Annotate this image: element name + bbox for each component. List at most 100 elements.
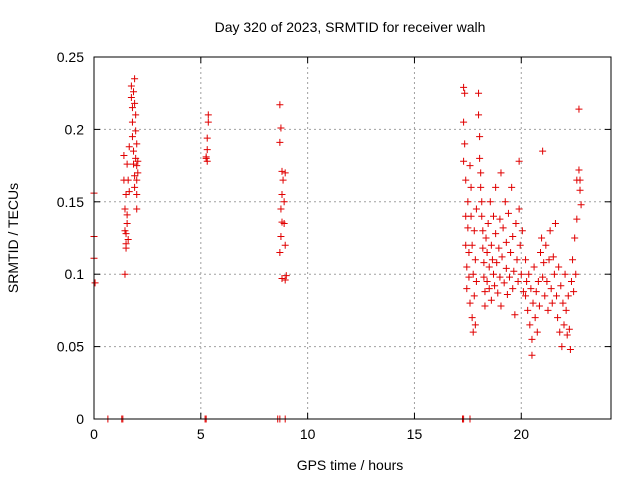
data-point — [502, 264, 510, 272]
data-point — [572, 270, 580, 278]
data-point — [278, 275, 286, 283]
data-point — [123, 160, 131, 168]
data-point — [471, 321, 479, 329]
data-point — [560, 321, 568, 329]
data-point — [538, 234, 546, 242]
data-point — [483, 277, 491, 285]
data-point — [566, 345, 574, 353]
x-tick-label: 0 — [90, 426, 98, 442]
y-tick-label: 0 — [76, 411, 84, 427]
data-point — [479, 227, 487, 235]
data-point — [500, 279, 508, 287]
data-point — [134, 169, 142, 177]
data-point — [471, 256, 479, 264]
grid — [94, 57, 611, 419]
data-point — [487, 296, 495, 304]
data-point — [504, 209, 512, 217]
data-point — [539, 273, 547, 281]
y-tick-label: 0.2 — [65, 121, 85, 137]
data-point — [482, 234, 490, 242]
data-point — [535, 302, 543, 310]
data-point — [203, 157, 211, 165]
data-point — [204, 118, 212, 126]
data-point — [279, 176, 287, 184]
data-point — [463, 285, 471, 293]
data-point — [472, 205, 480, 213]
data-point — [573, 215, 581, 223]
y-tick-label: 0.1 — [65, 266, 85, 282]
data-point — [534, 277, 542, 285]
data-point — [551, 220, 559, 228]
data-point — [575, 166, 583, 174]
data-point — [479, 244, 487, 252]
data-point — [483, 248, 491, 256]
x-axis-label: GPS time / hours — [297, 457, 404, 473]
data-point — [523, 277, 531, 285]
data-point — [570, 288, 578, 296]
data-point — [537, 248, 544, 256]
data-point — [485, 285, 493, 293]
data-point — [492, 183, 500, 191]
data-point — [494, 289, 502, 297]
data-point — [127, 82, 135, 90]
data-point — [554, 314, 562, 322]
data-point — [476, 154, 484, 162]
data-point — [475, 111, 483, 119]
data-point — [125, 143, 133, 151]
data-point — [575, 105, 583, 113]
data-point — [498, 253, 506, 261]
data-point — [130, 147, 138, 155]
data-point — [124, 235, 132, 243]
data-point — [277, 233, 285, 241]
data-point — [123, 220, 131, 228]
data-point — [121, 227, 129, 235]
data-point — [517, 270, 525, 278]
data-point — [542, 241, 550, 249]
data-point — [134, 157, 142, 165]
data-point — [527, 285, 535, 293]
data-point — [465, 273, 473, 281]
data-point — [540, 259, 548, 267]
data-point — [512, 220, 520, 228]
data-point — [502, 238, 510, 246]
data-point — [277, 205, 285, 213]
data-point — [499, 224, 507, 232]
data-point — [280, 198, 288, 206]
data-point — [466, 299, 474, 307]
data-point — [282, 272, 290, 280]
data-point — [133, 176, 141, 184]
plot-frame — [93, 56, 612, 420]
data-point — [522, 256, 530, 264]
data-point — [133, 162, 141, 170]
y-tick-label: 0.25 — [57, 49, 84, 65]
x-tick-label: 20 — [513, 426, 529, 442]
y-axis-label: SRMTID / TECUs — [5, 183, 21, 293]
data-point — [518, 227, 526, 235]
data-point — [513, 256, 521, 264]
data-point — [484, 220, 492, 228]
data-point — [492, 230, 500, 238]
data-point — [123, 211, 131, 219]
data-point — [544, 306, 552, 314]
data-point — [509, 233, 517, 241]
data-point — [532, 288, 540, 296]
data-point — [91, 279, 99, 287]
data-point — [472, 277, 480, 285]
data-point — [276, 138, 284, 146]
data-point — [506, 273, 514, 281]
data-point — [519, 288, 527, 296]
data-point — [203, 146, 211, 154]
data-point — [469, 328, 477, 336]
data-point — [526, 321, 534, 329]
data-point — [125, 188, 133, 196]
data-point — [121, 270, 129, 278]
data-point — [467, 183, 475, 191]
data-point — [122, 240, 130, 248]
data-point — [497, 169, 505, 177]
data-point — [480, 259, 488, 267]
data-point — [548, 299, 556, 307]
data-point — [503, 290, 511, 298]
data-point — [130, 160, 138, 168]
data-point — [550, 270, 558, 278]
data-point — [128, 133, 136, 141]
